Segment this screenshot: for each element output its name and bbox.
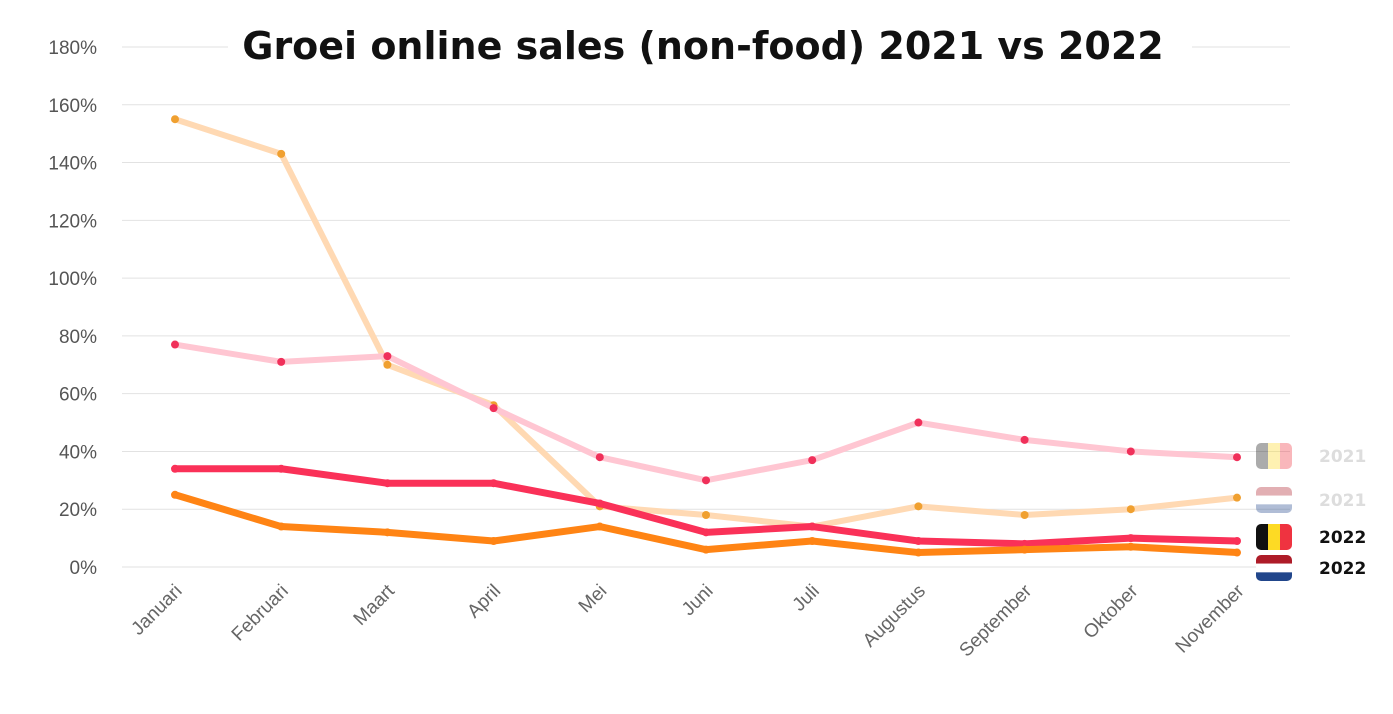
series-line-1 bbox=[172, 341, 1240, 484]
data-point bbox=[1126, 542, 1135, 551]
data-point bbox=[383, 360, 392, 369]
y-axis-ticks: 0% 20% 40% 60% 80% 100% 120% 140% 160% 180% bbox=[48, 38, 97, 579]
data-point bbox=[808, 537, 817, 545]
data-point bbox=[171, 490, 179, 499]
x-tick-label: Augustus bbox=[859, 581, 930, 652]
x-tick-label: November bbox=[1172, 580, 1249, 657]
data-point bbox=[808, 456, 817, 465]
data-point bbox=[489, 404, 498, 413]
data-point bbox=[914, 537, 923, 545]
data-point bbox=[914, 418, 923, 427]
legend-label: 2021 bbox=[1319, 447, 1366, 467]
x-tick-label: Oktober bbox=[1080, 580, 1143, 643]
chart-title-background bbox=[228, 14, 1192, 76]
data-point bbox=[702, 528, 710, 537]
data-point bbox=[1233, 537, 1241, 545]
data-point bbox=[595, 522, 604, 531]
y-tick-label: 160% bbox=[48, 96, 97, 117]
data-point bbox=[383, 528, 392, 537]
x-tick-label: Maart bbox=[350, 580, 400, 630]
data-point bbox=[383, 352, 392, 361]
legend-label: 2022 bbox=[1319, 528, 1366, 548]
y-tick-label: 180% bbox=[48, 38, 97, 59]
data-point bbox=[489, 479, 498, 488]
y-tick-label: 20% bbox=[59, 500, 97, 521]
x-tick-label: Januari bbox=[128, 581, 187, 640]
netherlands-flag bbox=[1256, 555, 1292, 581]
x-axis-ticks: Januari Februari Maart April Mei Juni Juli Augu… bbox=[128, 580, 1249, 661]
data-point bbox=[1020, 539, 1029, 548]
data-point bbox=[1233, 453, 1241, 462]
belgium-flag bbox=[1256, 524, 1292, 550]
y-tick-label: 80% bbox=[59, 327, 97, 348]
legend-label: 2022 bbox=[1319, 559, 1366, 579]
y-tick-label: 100% bbox=[48, 269, 97, 290]
y-tick-label: 0% bbox=[70, 558, 98, 579]
data-point bbox=[1126, 447, 1135, 456]
y-tick-label: 40% bbox=[59, 442, 97, 463]
chart-title: Groei online sales (non-food) 2021 vs 20… bbox=[242, 24, 1164, 68]
series-group bbox=[171, 115, 1241, 557]
y-tick-label: 60% bbox=[59, 385, 97, 406]
grid-lines bbox=[122, 46, 1290, 568]
series-line-0 bbox=[172, 116, 1240, 530]
data-point bbox=[1020, 435, 1029, 444]
data-point bbox=[702, 545, 710, 554]
data-point bbox=[702, 476, 710, 485]
data-point bbox=[383, 479, 392, 488]
data-point bbox=[808, 522, 817, 531]
legend: 2021 2021 2022 2022 bbox=[1256, 443, 1366, 581]
data-point bbox=[595, 499, 604, 508]
data-point bbox=[595, 453, 604, 462]
x-tick-label: Mei bbox=[575, 581, 612, 618]
belgium-flag bbox=[1256, 443, 1292, 469]
data-point bbox=[277, 522, 286, 531]
data-point bbox=[702, 511, 710, 519]
netherlands-flag bbox=[1256, 487, 1292, 513]
data-point bbox=[277, 464, 286, 473]
data-point bbox=[489, 537, 498, 545]
data-point bbox=[171, 340, 179, 349]
data-point bbox=[1126, 505, 1135, 514]
data-point bbox=[1126, 534, 1135, 543]
data-point bbox=[171, 464, 179, 473]
data-point bbox=[171, 115, 179, 124]
x-tick-label: April bbox=[463, 581, 505, 623]
data-point bbox=[1233, 493, 1241, 502]
data-point bbox=[1020, 545, 1029, 554]
x-tick-label: Juni bbox=[678, 581, 717, 620]
data-point bbox=[277, 149, 286, 158]
x-tick-label: Juli bbox=[789, 581, 824, 616]
legend-label: 2021 bbox=[1319, 491, 1366, 511]
data-point bbox=[1020, 511, 1029, 519]
x-tick-label: September bbox=[956, 580, 1037, 661]
data-point bbox=[277, 357, 286, 366]
data-point bbox=[914, 548, 923, 557]
y-tick-label: 120% bbox=[48, 211, 97, 232]
x-tick-label: Februari bbox=[228, 581, 293, 646]
data-point bbox=[1233, 548, 1241, 557]
data-point bbox=[914, 502, 923, 511]
y-tick-label: 140% bbox=[48, 154, 97, 175]
